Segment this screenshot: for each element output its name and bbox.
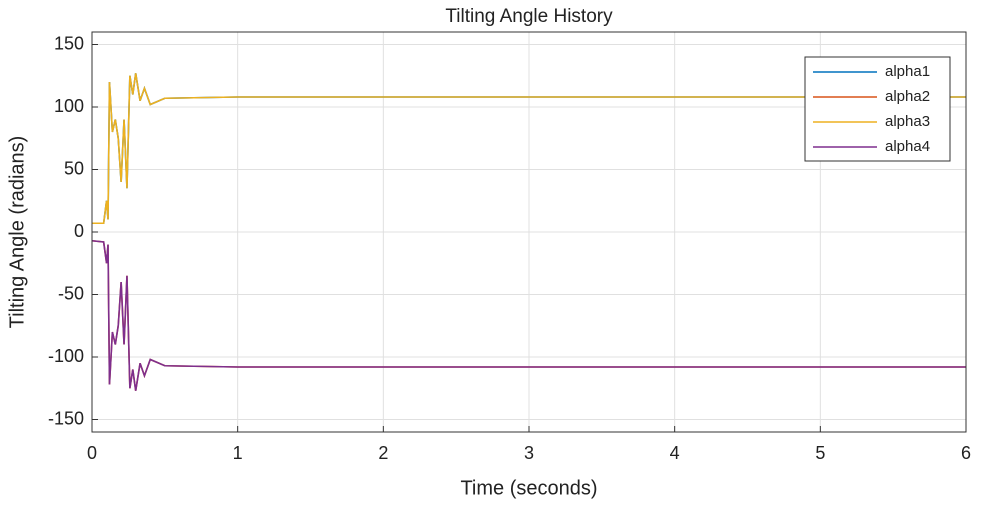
x-axis-label: Time (seconds) xyxy=(460,477,597,499)
series-line xyxy=(92,73,966,225)
y-tick-label: 150 xyxy=(54,33,84,53)
y-tick-label: -50 xyxy=(58,283,84,303)
x-tick-label: 0 xyxy=(87,443,97,463)
x-tick-label: 1 xyxy=(233,443,243,463)
y-tick-label: 0 xyxy=(74,221,84,241)
x-tick-label: 3 xyxy=(524,443,534,463)
plot-frame xyxy=(91,31,967,433)
y-tick-label: -150 xyxy=(48,408,84,428)
y-tick-label: 50 xyxy=(64,158,84,178)
legend-box xyxy=(804,56,951,162)
x-tick-label: 4 xyxy=(670,443,680,463)
legend-label: alpha1 xyxy=(885,63,930,80)
legend-label: alpha3 xyxy=(885,113,930,130)
y-axis-label: Tilting Angle (radians) xyxy=(6,136,28,329)
y-tick-label: 100 xyxy=(54,96,84,116)
x-tick-label: 5 xyxy=(815,443,825,463)
x-tick-label: 2 xyxy=(378,443,388,463)
x-tick-label: 6 xyxy=(961,443,971,463)
y-tick-label: -100 xyxy=(48,346,84,366)
legend-label: alpha4 xyxy=(885,138,930,155)
legend-label: alpha2 xyxy=(885,88,930,105)
chart-title: Tilting Angle History xyxy=(445,6,613,27)
series-line xyxy=(91,239,966,391)
